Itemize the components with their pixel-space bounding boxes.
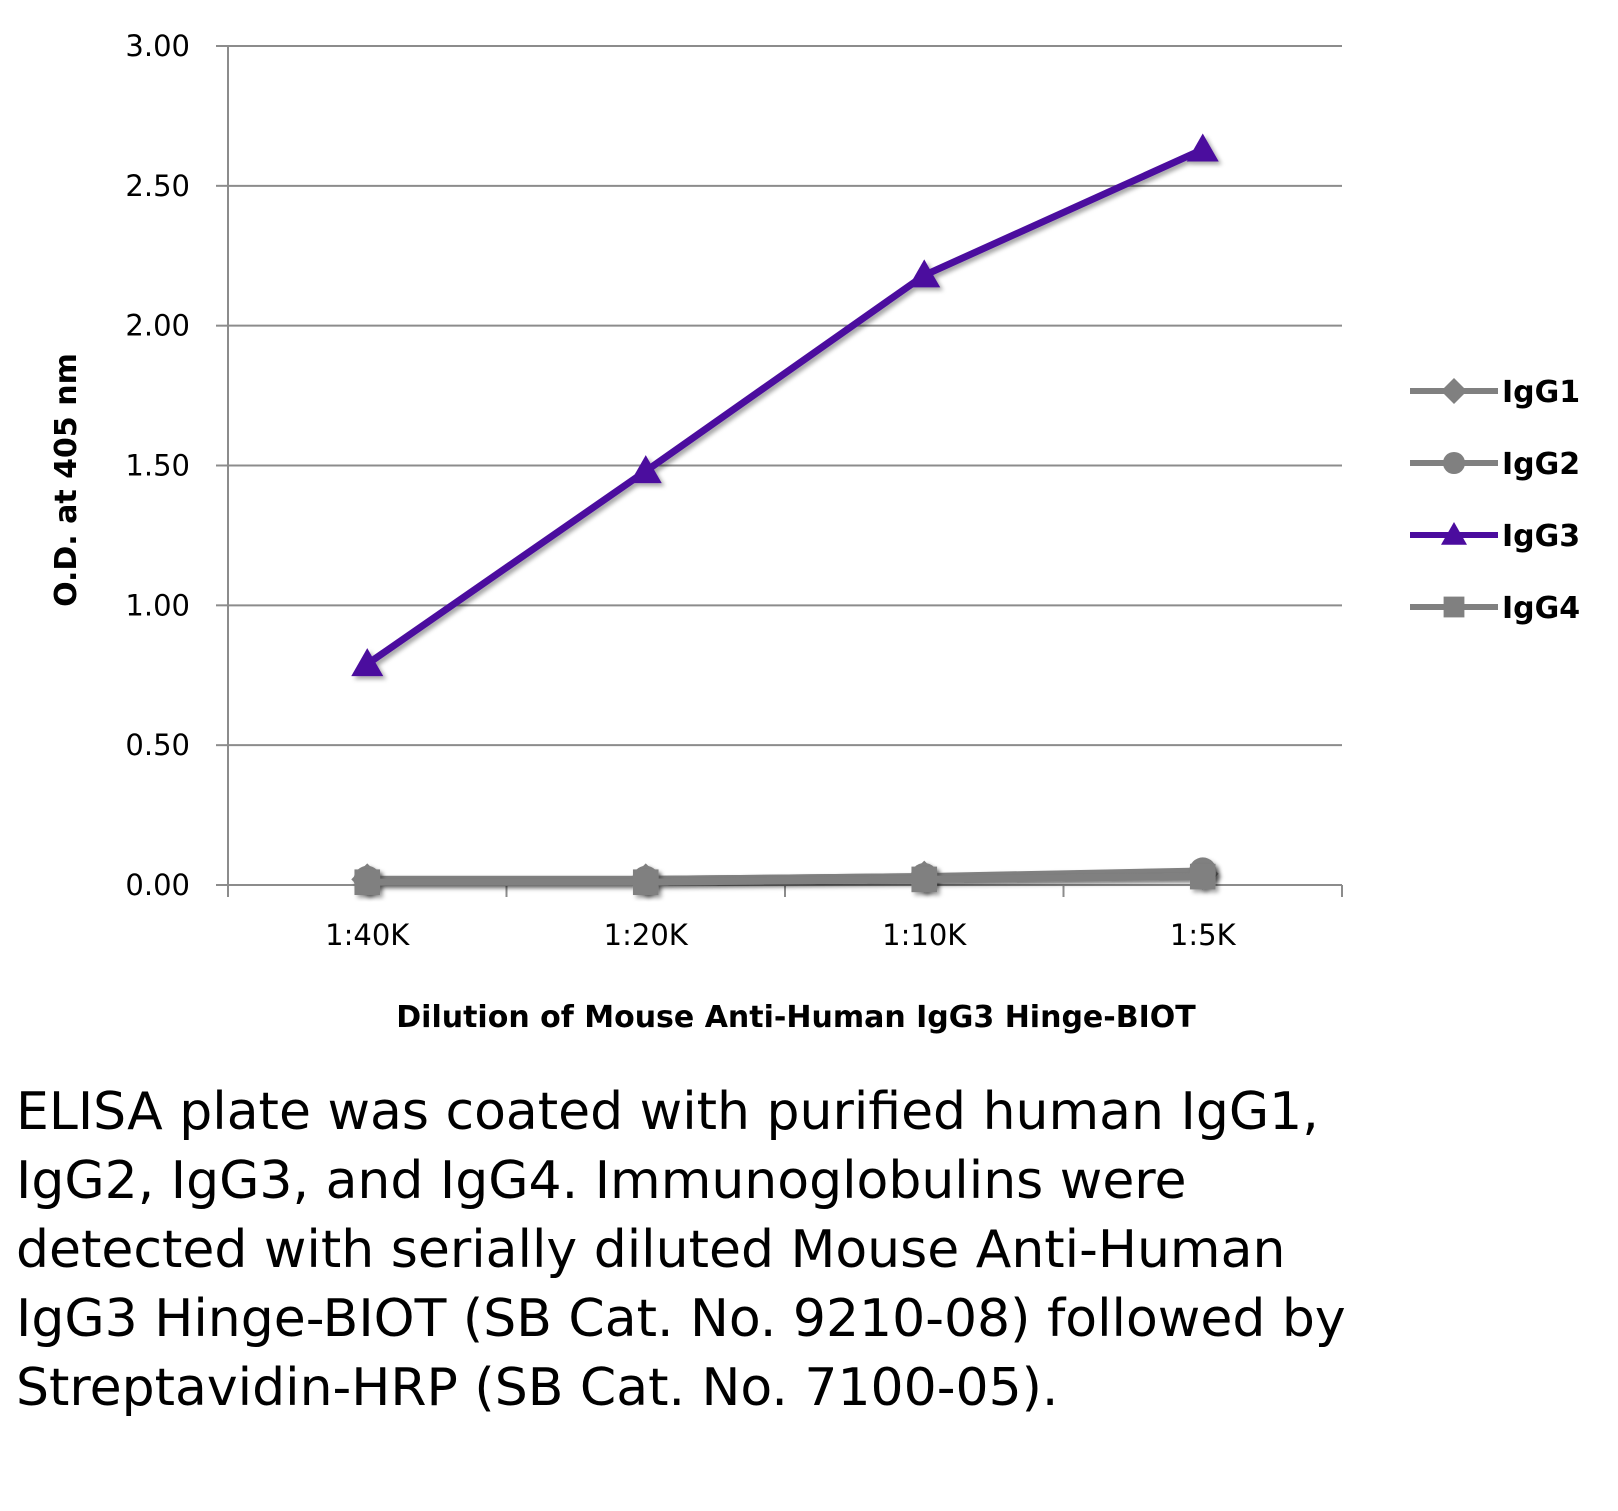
series-line-igg4 [367, 873, 1203, 886]
legend: IgG1 IgG2 IgG3 IgG4 [1410, 375, 1580, 626]
legend-item-igg2: IgG2 [1410, 447, 1580, 482]
legend-item-igg1: IgG1 [1410, 375, 1580, 410]
data-point-igg4 [1189, 863, 1216, 890]
legend-marker-igg4 [1443, 596, 1465, 618]
legend-label: IgG1 [1502, 375, 1580, 410]
series-lines [351, 133, 1219, 896]
data-point-igg4 [911, 866, 938, 893]
data-point-igg3 [351, 648, 384, 677]
legend-item-igg3: IgG3 [1410, 519, 1580, 554]
series-igg4 [354, 863, 1216, 896]
elisa-line-chart: 0.000.501.001.502.002.503.00 1:40K 1:20K 1… [49, 29, 1580, 1035]
legend-marker-igg2 [1442, 451, 1466, 475]
y-tick-label: 2.00 [125, 309, 190, 343]
x-tick-label: 1:20K [604, 918, 689, 952]
y-tick-label: 1.50 [125, 449, 190, 483]
data-point-igg3 [1186, 133, 1219, 162]
legend-label: IgG2 [1502, 447, 1580, 482]
x-tick-label: 1:5K [1170, 918, 1237, 952]
y-tick-label: 0.00 [125, 868, 190, 902]
data-point-igg4 [632, 869, 659, 896]
legend-item-igg4: IgG4 [1410, 591, 1580, 626]
y-tick-label: 2.50 [125, 169, 190, 203]
series-line-igg3 [365, 146, 1205, 667]
y-tick-label: 1.00 [125, 588, 190, 622]
data-point-igg3 [908, 259, 941, 288]
y-axis-title: O.D. at 405 nm [49, 353, 84, 607]
data-point-igg3 [629, 455, 662, 484]
legend-marker-igg3 [1441, 522, 1467, 545]
legend-label: IgG3 [1502, 519, 1580, 554]
figure-caption: ELISA plate was coated with purified hum… [16, 1082, 1346, 1418]
y-tick-label: 3.00 [125, 29, 190, 63]
gridlines [228, 45, 1342, 747]
x-tick-label: 1:10K [882, 918, 967, 952]
y-tick-labels: 0.00 0.50 1.00 1.50 2.00 2.50 3.00 [125, 29, 190, 902]
axes [216, 45, 1343, 897]
legend-marker-igg1 [1441, 378, 1467, 404]
x-tick-labels: 1:40K 1:20K 1:10K 1:5K [325, 918, 1236, 952]
data-point-igg4 [354, 869, 381, 896]
y-tick-label: 0.50 [125, 728, 190, 762]
legend-label: IgG4 [1502, 591, 1580, 626]
series-igg3 [351, 133, 1219, 677]
x-tick-label: 1:40K [325, 918, 410, 952]
x-axis-title: Dilution of Mouse Anti-Human IgG3 Hinge-… [396, 1000, 1196, 1035]
